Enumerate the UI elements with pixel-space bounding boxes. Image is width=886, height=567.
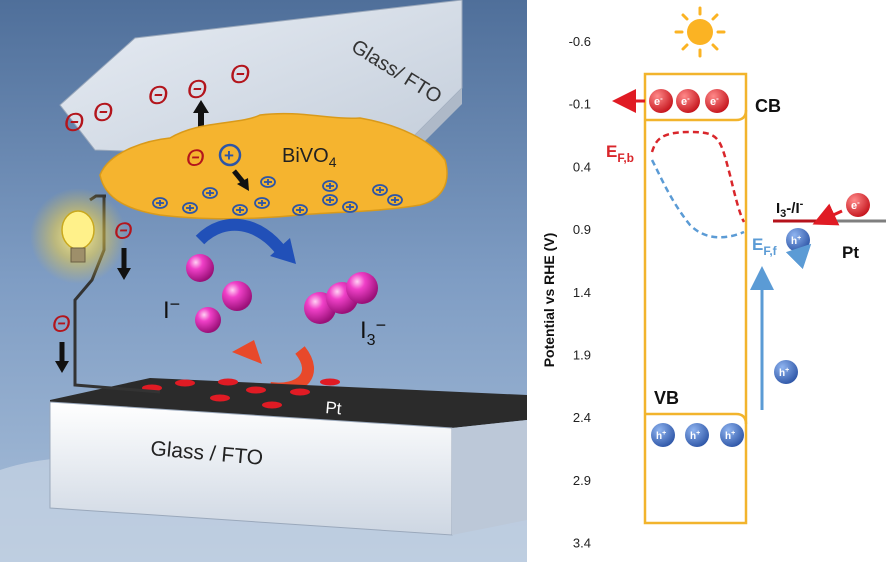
svg-text:h+: h+ [725,430,735,442]
electron-transfer-arrow [812,203,843,226]
svg-text:+: + [224,146,234,165]
electron-symbol: Θ [186,145,205,172]
device-illustration: Glass/ FTO Θ Θ Θ Θ Θ BiVO4 Θ + I− [0,0,527,562]
axis-tick-label: -0.1 [569,97,591,112]
hole-symbol [202,187,218,199]
axis-tick-label: -0.6 [569,34,591,49]
electron-marker: e- [676,89,700,113]
svg-text:h+: h+ [656,430,666,442]
pt-spot [246,386,266,394]
hole-symbol [292,204,308,216]
svg-text:e-: e- [654,94,663,108]
hole-symbol-large: + [218,143,242,167]
svg-text:e-: e- [851,198,860,212]
fermi-film-label: EF,f [752,235,778,258]
ions [186,254,378,333]
axis-tick-label: 1.4 [573,285,591,300]
hole-symbol [322,194,338,206]
electron-marker: e- [705,89,729,113]
svg-text:e-: e- [710,94,719,108]
bandgap-box [643,72,748,525]
hole-symbol [152,197,168,209]
axis-label: Potential vs RHE (V) [541,233,557,368]
electron-marker: e- [846,193,870,217]
holes-on-film [152,176,403,216]
electron-symbol: Θ [64,107,84,137]
fermi-bulk-label: EF,b [606,142,634,165]
counter-electrode-label: Pt [325,398,343,418]
sun-icon [674,6,726,58]
light-bulb-icon [30,188,126,284]
hole-marker: h+ [651,423,675,447]
axis-tick-label: 2.4 [573,410,591,425]
hole-marker: h+ [685,423,709,447]
electron-symbol: Θ [148,80,168,110]
vb-label: VB [654,388,679,408]
fermi-level-film [650,159,745,239]
ion-sphere [222,281,252,311]
hole-symbol [260,176,276,188]
axis-tick-label: 1.9 [573,348,591,363]
hole-symbol [254,197,270,209]
hole-symbol [342,201,358,213]
ion-sphere [346,272,378,304]
hole-marker: h+ [720,423,744,447]
hole-symbol [182,202,198,214]
redox-label: I3-/I- [776,198,804,220]
bivo4-label: BiVO4 [282,145,337,170]
hole-symbol [387,194,403,206]
oxidation-arrow [195,218,287,256]
pt-spot [210,394,230,402]
svg-text:h+: h+ [690,430,700,442]
pt-label: Pt [842,243,859,262]
hole-symbol [372,184,388,196]
band-diagram: Potential vs RHE (V) -0.6 -0.1 0.4 0.9 1.4 1.… [541,6,886,551]
hole-symbol [322,180,338,192]
electron-symbol: Θ [93,97,113,127]
pt-spot [175,379,195,387]
axis-tick-label: 0.9 [573,222,591,237]
bivo4-film: BiVO4 [99,112,448,220]
pt-spot [218,378,238,386]
hole-marker: h+ [774,360,798,384]
cb-label: CB [755,96,781,116]
axis-tick-label: 2.9 [573,473,591,488]
pt-spot [262,401,282,409]
down-arrow [232,169,245,184]
svg-text:e-: e- [681,94,690,108]
pt-spot [290,388,310,396]
electron-symbol: Θ [187,74,207,104]
fermi-level-bulk [650,130,746,223]
cb-electrons: e-e-e- [649,89,729,113]
axis-tick-label: 0.4 [573,159,591,174]
ion-sphere [195,307,221,333]
bottom-glass-plate: Glass / FTO Pt [49,378,527,536]
svg-text:h+: h+ [779,367,789,379]
axis-ticks: -0.6 -0.1 0.4 0.9 1.4 1.9 2.4 2.9 3.4 [569,34,591,551]
hole-injection-arrow [785,243,812,270]
electron-marker: e- [649,89,673,113]
iodide-label: I− [163,294,180,324]
pt-spots [142,378,340,409]
conduction-band-edge [645,109,748,122]
electron-symbol: Θ [114,218,133,245]
ion-sphere [186,254,214,282]
axis-tick-label: 3.4 [573,536,591,551]
svg-text:h+: h+ [791,235,801,247]
hole-symbol [232,204,248,216]
electron-symbol: Θ [52,311,71,338]
vb-holes: h+ h+ h+ [651,423,744,447]
pt-spot [320,378,340,386]
electrons-on-top-plate: Θ Θ Θ Θ Θ [64,59,250,137]
electron-symbol: Θ [230,59,250,89]
triiodide-label: I3− [360,315,386,349]
valence-band-edge [645,412,748,425]
